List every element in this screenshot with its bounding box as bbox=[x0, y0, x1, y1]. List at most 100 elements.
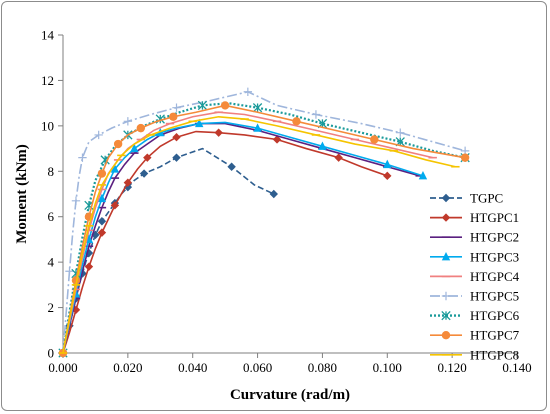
x-tick-label: 0.100 bbox=[373, 360, 402, 375]
series-tgpc-marker bbox=[269, 189, 278, 199]
series-htgpc7-marker bbox=[113, 139, 123, 149]
legend: TGPC HTGPC1 HTGPC2 HTGPC3 HTGPC4 HTGPC5 HTGPC6… bbox=[430, 191, 520, 362]
y-axis-title: Moment (kNm) bbox=[14, 144, 30, 244]
x-tick-label: 0.120 bbox=[438, 360, 467, 375]
series-htgpc1-marker bbox=[110, 201, 120, 210]
y-tick-label: 4 bbox=[48, 255, 55, 270]
series-layer bbox=[58, 87, 470, 358]
series-htgpc3-marker bbox=[195, 118, 204, 128]
y-tick-label: 12 bbox=[41, 73, 54, 88]
series-htgpc3-marker bbox=[318, 141, 327, 150]
series-tgpc-marker bbox=[139, 169, 149, 178]
axes: 0.000 0.020 0.040 0.060 0.080 0.100 0.120 0.140… bbox=[41, 28, 532, 376]
series-htgpc5-marker bbox=[78, 153, 87, 162]
y-tick-label: 10 bbox=[41, 118, 54, 133]
series-htgpc5-marker bbox=[311, 110, 321, 119]
series-htgpc6 bbox=[58, 100, 470, 358]
series-htgpc1-marker bbox=[383, 171, 392, 181]
legend-item-htgpc8: HTGPC8 bbox=[430, 347, 519, 362]
series-htgpc7-marker bbox=[292, 117, 301, 126]
series-htgpc1 bbox=[58, 128, 392, 358]
legend-item-htgpc4-label: HTGPC4 bbox=[470, 269, 520, 284]
series-htgpc8-line bbox=[62, 115, 456, 354]
series-htgpc3-marker bbox=[418, 171, 428, 180]
series-htgpc6-marker bbox=[252, 103, 263, 113]
legend-item-htgpc1-marker bbox=[441, 213, 451, 222]
series-htgpc5-marker bbox=[65, 267, 74, 276]
y-tick-label: 2 bbox=[48, 300, 55, 315]
series-htgpc7-line bbox=[62, 104, 466, 354]
series-htgpc1-marker bbox=[84, 262, 94, 271]
legend-item-htgpc3-label: HTGPC3 bbox=[470, 249, 519, 264]
series-htgpc1-marker bbox=[143, 153, 152, 162]
series-htgpc8 bbox=[58, 115, 460, 354]
series-htgpc5 bbox=[58, 87, 470, 358]
x-tick-label: 0.000 bbox=[48, 360, 77, 375]
series-htgpc3-marker bbox=[130, 143, 139, 153]
x-tick-label: 0.140 bbox=[502, 360, 531, 375]
series-htgpc1-marker bbox=[123, 178, 133, 187]
legend-item-htgpc7-label: HTGPC7 bbox=[470, 328, 520, 343]
series-htgpc1-marker bbox=[272, 135, 282, 144]
series-htgpc7-marker bbox=[97, 169, 107, 178]
legend-item-tgpc-marker bbox=[441, 193, 451, 203]
legend-item-htgpc6: HTGPC6 bbox=[430, 308, 520, 323]
legend-item-htgpc7: HTGPC7 bbox=[430, 328, 520, 343]
series-htgpc1-line bbox=[62, 130, 388, 354]
series-htgpc5-marker bbox=[172, 103, 181, 112]
series-htgpc7-marker bbox=[136, 123, 146, 133]
legend-item-htgpc5-label: HTGPC5 bbox=[470, 289, 519, 304]
legend-item-htgpc4: HTGPC4 bbox=[430, 269, 520, 284]
y-tick-label: 8 bbox=[48, 164, 55, 179]
series-htgpc7-marker bbox=[460, 153, 470, 162]
series-tgpc-marker bbox=[172, 153, 181, 162]
series-htgpc7 bbox=[58, 101, 470, 358]
series-htgpc3 bbox=[58, 118, 428, 357]
legend-item-htgpc8-label: HTGPC8 bbox=[470, 347, 519, 362]
series-htgpc1-marker bbox=[334, 153, 343, 162]
series-htgpc7-marker bbox=[169, 112, 178, 121]
legend-item-htgpc2: HTGPC2 bbox=[430, 230, 519, 245]
legend-item-htgpc3-marker bbox=[441, 252, 451, 261]
legend-item-tgpc-label: TGPC bbox=[470, 191, 503, 206]
legend-item-htgpc6-label: HTGPC6 bbox=[470, 308, 520, 323]
series-htgpc2 bbox=[58, 122, 424, 354]
legend-item-htgpc5: HTGPC5 bbox=[430, 289, 519, 304]
series-htgpc5-marker bbox=[396, 128, 405, 137]
series-htgpc7-marker bbox=[370, 135, 379, 144]
series-htgpc7-marker bbox=[220, 101, 230, 110]
legend-item-htgpc1-label: HTGPC1 bbox=[470, 210, 519, 225]
series-htgpc3-marker bbox=[110, 164, 120, 173]
series-htgpc3-line bbox=[62, 121, 424, 354]
x-tick-label: 0.060 bbox=[243, 360, 272, 375]
y-tick-label: 14 bbox=[41, 28, 55, 43]
series-htgpc6-marker bbox=[197, 100, 208, 111]
x-tick-label: 0.040 bbox=[178, 360, 207, 375]
series-htgpc1-marker bbox=[214, 128, 223, 137]
legend-item-tgpc: TGPC bbox=[430, 191, 503, 206]
series-htgpc2-line bbox=[62, 122, 420, 354]
y-tick-label: 0 bbox=[48, 346, 55, 361]
x-axis-title: Curvature (rad/m) bbox=[230, 387, 350, 403]
legend-item-htgpc2-label: HTGPC2 bbox=[470, 230, 519, 245]
series-htgpc5-marker bbox=[94, 130, 103, 140]
legend-item-htgpc7-marker bbox=[441, 331, 451, 340]
series-htgpc5-marker bbox=[243, 87, 253, 96]
series-htgpc1-marker bbox=[97, 228, 107, 237]
legend-item-htgpc1: HTGPC1 bbox=[430, 210, 519, 225]
series-tgpc-marker bbox=[91, 230, 100, 240]
series-tgpc-marker bbox=[97, 217, 107, 226]
series-tgpc-marker bbox=[227, 162, 236, 171]
series-htgpc3-marker bbox=[97, 193, 107, 203]
series-htgpc5-marker bbox=[71, 196, 81, 206]
series-htgpc3-marker bbox=[253, 123, 262, 132]
legend-item-htgpc6-marker bbox=[441, 310, 451, 321]
series-htgpc6-line bbox=[61, 102, 466, 354]
series-htgpc1-marker bbox=[172, 133, 181, 142]
x-tick-label: 0.080 bbox=[308, 360, 337, 375]
legend-item-htgpc3: HTGPC3 bbox=[430, 249, 519, 264]
legend-item-htgpc5-marker bbox=[441, 291, 451, 301]
series-htgpc3-marker bbox=[383, 159, 392, 169]
series-tgpc bbox=[58, 147, 278, 358]
